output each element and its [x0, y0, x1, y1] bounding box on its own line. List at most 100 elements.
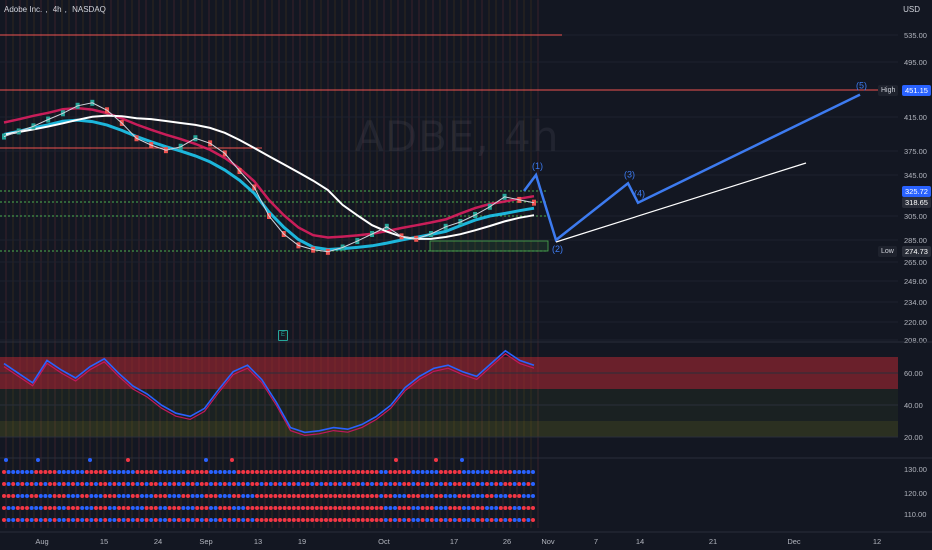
momentum-dot — [222, 494, 227, 498]
momentum-dot — [305, 494, 310, 498]
momentum-dot — [287, 494, 292, 498]
momentum-dot — [6, 470, 11, 474]
momentum-dot — [273, 482, 278, 486]
momentum-dot — [475, 470, 480, 474]
momentum-dot — [512, 482, 517, 486]
momentum-dot — [25, 506, 29, 510]
momentum-dot — [457, 494, 462, 498]
momentum-dot — [190, 470, 195, 474]
momentum-dot — [351, 518, 356, 522]
momentum-dot — [103, 482, 108, 486]
momentum-dot — [466, 482, 471, 486]
momentum-dot — [209, 482, 213, 486]
momentum-dot — [374, 482, 379, 486]
momentum-dot — [374, 494, 379, 498]
momentum-dot — [176, 470, 181, 474]
momentum-dot — [397, 494, 402, 498]
momentum-dot — [324, 518, 328, 522]
momentum-dot — [314, 482, 319, 486]
price-axis-tick: 249.00 — [904, 277, 927, 286]
momentum-dot — [393, 470, 397, 474]
momentum-dot — [360, 506, 365, 510]
momentum-dot — [480, 494, 485, 498]
momentum-dot — [71, 506, 75, 510]
momentum-dot — [195, 506, 200, 510]
momentum-dot — [443, 506, 448, 510]
rsi-band — [0, 421, 898, 437]
momentum-dot — [15, 494, 20, 498]
time-axis-tick: 12 — [873, 537, 881, 546]
earnings-event-icon[interactable]: E — [278, 330, 288, 341]
momentum-dot — [94, 518, 98, 522]
momentum-dot — [333, 494, 338, 498]
momentum-dot — [521, 506, 526, 510]
momentum-dot — [324, 470, 328, 474]
momentum-dot — [439, 506, 443, 510]
momentum-dot — [190, 482, 195, 486]
momentum-dot — [227, 482, 232, 486]
momentum-dot — [38, 494, 43, 498]
momentum-dot — [264, 518, 269, 522]
momentum-dot — [489, 494, 494, 498]
momentum-dot — [172, 518, 177, 522]
momentum-dot — [84, 506, 89, 510]
momentum-dot — [98, 518, 103, 522]
rsi-axis-tick: 20.00 — [904, 433, 923, 442]
momentum-dot — [117, 506, 121, 510]
momentum-dot — [236, 518, 241, 522]
momentum-dot — [512, 506, 517, 510]
momentum-dot — [342, 494, 347, 498]
momentum-dot — [337, 482, 342, 486]
momentum-dot — [80, 506, 85, 510]
momentum-dot — [503, 518, 508, 522]
signal-dot — [204, 458, 208, 462]
momentum-dot — [273, 506, 278, 510]
momentum-dot — [255, 506, 259, 510]
momentum-dot — [278, 494, 282, 498]
momentum-dot — [149, 482, 154, 486]
momentum-dot — [457, 470, 462, 474]
price-tag-label: High — [878, 84, 899, 96]
momentum-dot — [310, 518, 315, 522]
momentum-dot — [314, 506, 319, 510]
long-moving-average — [3, 114, 535, 240]
momentum-dot — [144, 506, 149, 510]
momentum-dot — [29, 470, 34, 474]
momentum-dot — [494, 506, 499, 510]
momentum-dot — [232, 470, 236, 474]
momentum-dot — [342, 506, 347, 510]
momentum-dot — [429, 506, 434, 510]
momentum-dot — [310, 470, 315, 474]
price-tag: 274.73 — [902, 245, 931, 257]
momentum-dot — [517, 482, 522, 486]
momentum-dot — [333, 506, 338, 510]
signal-dot — [88, 458, 92, 462]
momentum-dot — [43, 518, 48, 522]
time-axis-tick: 17 — [450, 537, 458, 546]
momentum-dot — [52, 506, 57, 510]
ma-ribbon-pink — [3, 106, 535, 239]
momentum-dot — [305, 482, 310, 486]
momentum-dot — [227, 506, 232, 510]
momentum-dot — [475, 518, 480, 522]
momentum-dot — [190, 494, 195, 498]
momentum-dot — [186, 470, 190, 474]
momentum-dot — [268, 482, 273, 486]
momentum-dot — [130, 482, 135, 486]
momentum-dot — [393, 494, 397, 498]
momentum-dot — [448, 494, 453, 498]
momentum-dot — [213, 518, 218, 522]
momentum-dot — [521, 470, 526, 474]
momentum-dot — [227, 494, 232, 498]
momentum-dot — [163, 506, 167, 510]
momentum-dot — [94, 470, 98, 474]
momentum-dot — [503, 506, 508, 510]
momentum-dot — [268, 506, 273, 510]
momentum-dot — [213, 482, 218, 486]
momentum-dot — [489, 482, 494, 486]
price-tag: 451.15 — [902, 84, 931, 96]
momentum-dot — [393, 518, 397, 522]
momentum-dot — [305, 470, 310, 474]
momentum-dot — [38, 506, 43, 510]
